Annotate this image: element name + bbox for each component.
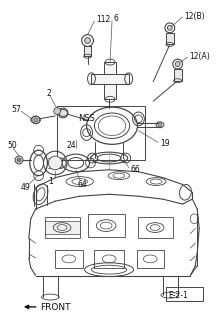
Circle shape [58,108,68,118]
Bar [87,214,125,237]
Text: 57: 57 [11,105,21,114]
Bar [45,217,80,238]
Circle shape [158,123,162,127]
Circle shape [48,156,62,170]
Bar [55,250,83,268]
Circle shape [85,38,91,44]
Text: 64: 64 [78,180,87,189]
Bar [166,287,203,301]
Text: 112: 112 [96,14,111,23]
Bar [174,69,182,81]
Text: 19: 19 [160,139,170,148]
Bar [91,74,129,84]
Text: 24: 24 [67,141,77,150]
Bar [138,217,173,238]
Text: E-2-1: E-2-1 [168,291,187,300]
Text: 12(B): 12(B) [184,12,205,20]
Circle shape [15,156,23,164]
Text: 2: 2 [46,89,51,98]
Bar [166,33,174,44]
Circle shape [32,116,40,124]
Bar [104,62,116,99]
Text: 1: 1 [48,177,53,186]
Bar [137,250,164,268]
Circle shape [175,61,180,67]
Bar [57,106,145,160]
Text: FRONT: FRONT [41,303,71,312]
Bar [45,221,80,235]
Circle shape [54,108,61,115]
Circle shape [167,25,172,30]
Circle shape [17,158,21,162]
Text: 6: 6 [114,13,119,22]
Bar [84,46,91,56]
Text: 12(A): 12(A) [189,52,210,61]
Bar [94,250,124,268]
Text: 66: 66 [131,165,140,174]
Text: 49: 49 [21,183,31,192]
Text: NSS: NSS [78,114,95,124]
Circle shape [34,118,38,122]
Text: 50: 50 [7,141,17,150]
